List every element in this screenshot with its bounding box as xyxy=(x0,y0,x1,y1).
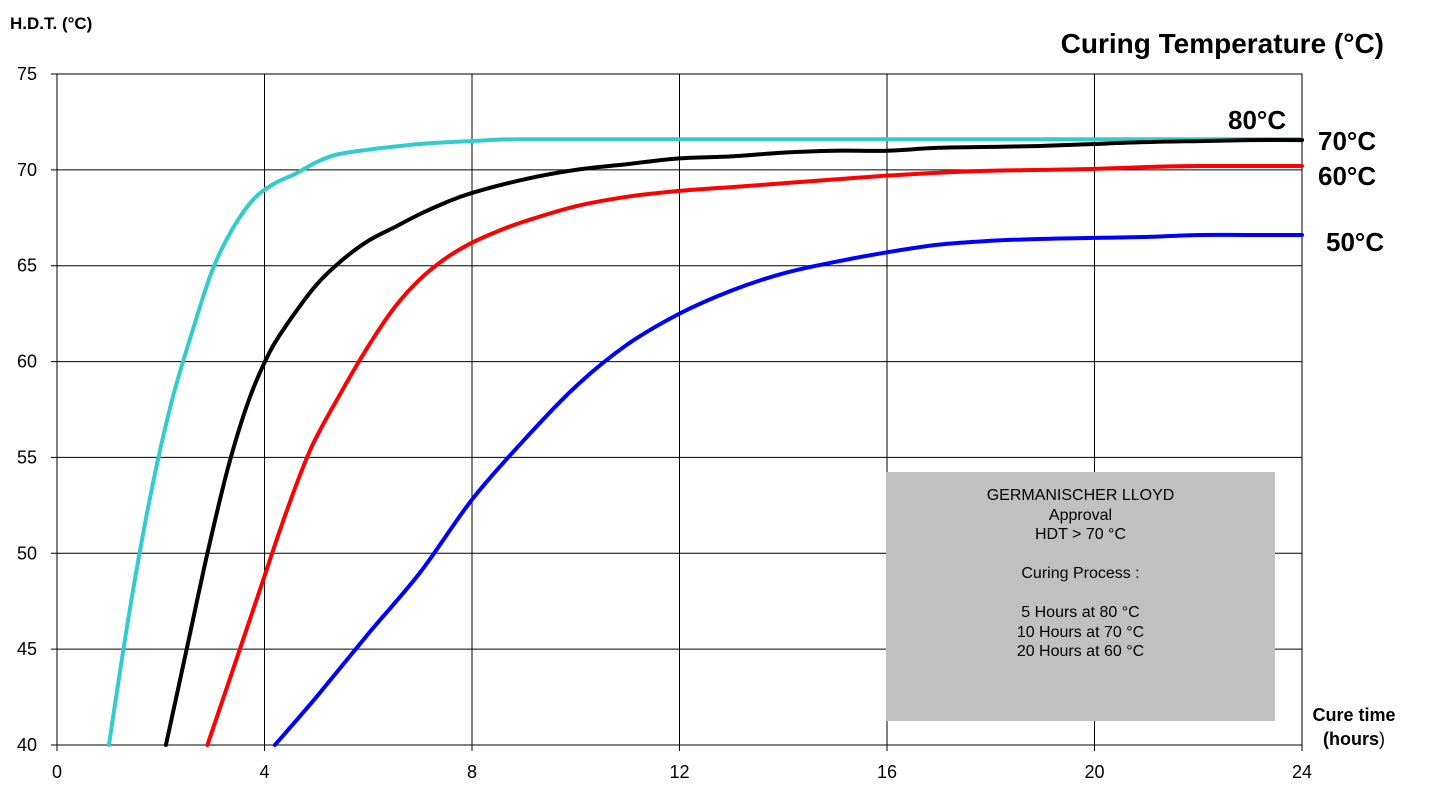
series-line-80c xyxy=(106,137,1304,747)
note-line xyxy=(886,545,1275,565)
x-tick-label: 4 xyxy=(259,762,269,782)
series-label-50: 50°C xyxy=(1326,227,1384,257)
x-tick-label: 12 xyxy=(669,762,689,782)
x-axis-title-unit: (hours xyxy=(1323,729,1379,749)
y-tick-label: 75 xyxy=(17,64,37,84)
y-axis-title: H.D.T. (°C) xyxy=(10,14,93,33)
x-axis-title-line2: (hours) xyxy=(1300,727,1408,751)
x-tick-label: 8 xyxy=(467,762,477,782)
x-tick-label: 0 xyxy=(52,762,62,782)
y-tick-label: 70 xyxy=(17,160,37,180)
x-axis-title-line1: Cure time xyxy=(1312,705,1396,725)
y-tick-label: 50 xyxy=(17,543,37,563)
series-lines xyxy=(106,137,1304,747)
x-axis-title: Cure time (hours) xyxy=(1300,703,1408,751)
approval-note-box: GERMANISCHER LLOYD Approval HDT > 70 °C … xyxy=(886,472,1275,721)
series-line-70c xyxy=(163,138,1304,747)
x-axis-title-paren: ) xyxy=(1379,729,1385,749)
series-label-60: 60°C xyxy=(1318,161,1376,191)
y-tick-label: 65 xyxy=(17,256,37,276)
note-line: 5 Hours at 80 °C xyxy=(1021,604,1140,621)
y-tick-label: 55 xyxy=(17,447,37,467)
note-line xyxy=(886,584,1275,604)
series-line-60c xyxy=(205,163,1304,747)
series-label-80: 80°C xyxy=(1228,105,1286,135)
chart-title: Curing Temperature (°C) xyxy=(1060,28,1384,59)
x-tick-label: 20 xyxy=(1084,762,1104,782)
series-label-70: 70°C xyxy=(1318,126,1376,156)
y-tick-label: 45 xyxy=(17,639,37,659)
note-line: GERMANISCHER LLOYD xyxy=(986,487,1175,504)
tick-labels: 40 45 50 55 60 65 70 75 0 4 8 12 16 20 24 xyxy=(17,64,1312,782)
y-tick-label: 60 xyxy=(17,352,37,372)
series-line-50c xyxy=(272,232,1304,747)
note-line: Curing Process : xyxy=(1021,565,1140,582)
note-line: Approval xyxy=(1048,506,1113,524)
note-line: HDT > 70 °C xyxy=(1034,526,1127,543)
series-labels: 80°C 70°C 60°C 50°C xyxy=(1228,105,1384,257)
note-line: 10 Hours at 70 °C xyxy=(1016,623,1145,641)
x-tick-label: 16 xyxy=(877,762,897,782)
note-line: 20 Hours at 60 °C xyxy=(1016,643,1145,660)
x-tick-label: 24 xyxy=(1292,762,1312,782)
y-tick-label: 40 xyxy=(17,735,37,755)
